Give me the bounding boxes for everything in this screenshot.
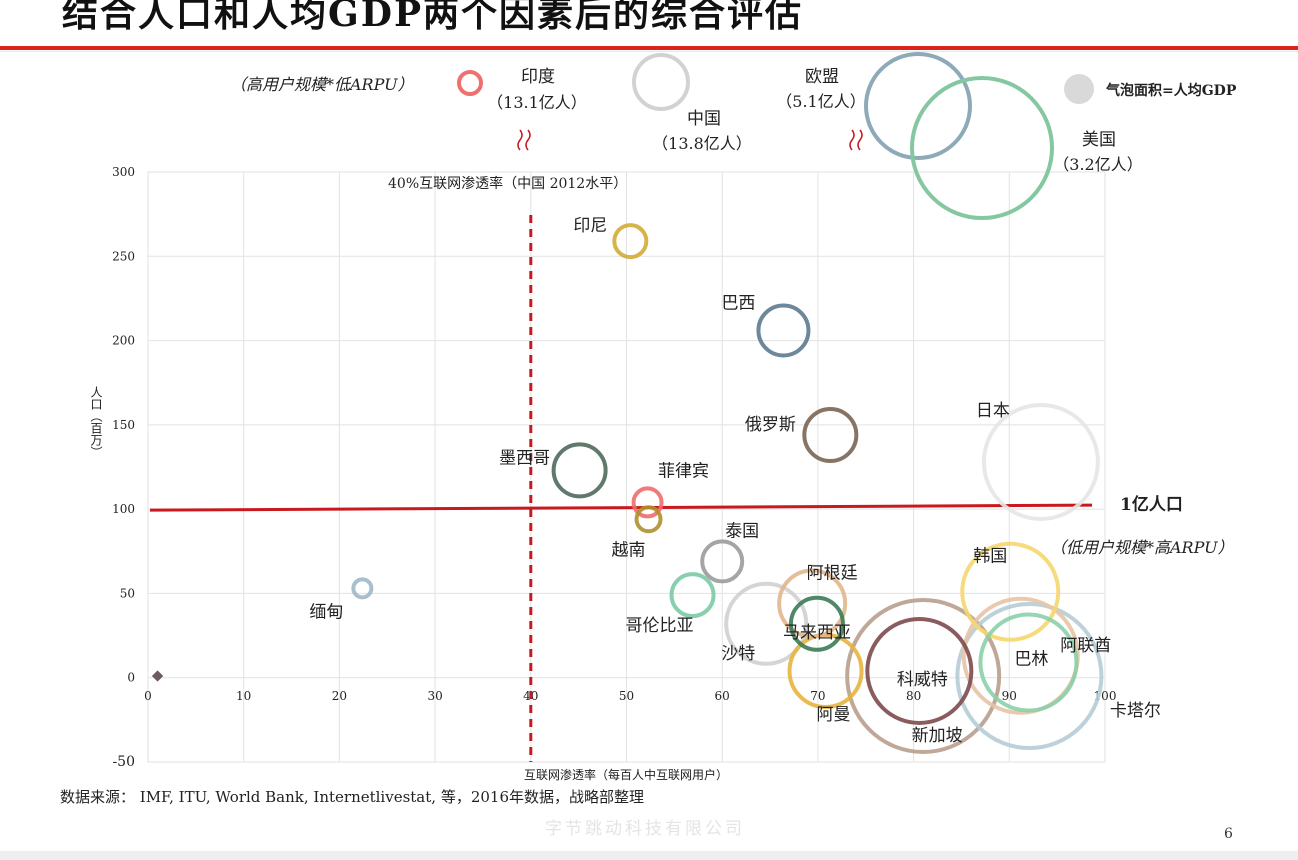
slide-title: 结合人口和人均GDP两个因素后的综合评估 <box>62 0 804 35</box>
bubble-缅甸 <box>351 577 374 600</box>
off-chart-population: （5.1亿人） <box>776 92 865 111</box>
bubble-label-日本: 日本 <box>976 401 1010 421</box>
x-tick-label: 90 <box>1002 689 1017 703</box>
axis-break-mark <box>857 129 863 151</box>
bubble-科威特 <box>865 616 974 725</box>
bubble-label-马来西亚: 马来西亚 <box>783 623 851 643</box>
watermark: 字节跳动科技有限公司 <box>545 819 745 839</box>
bubble-label-阿根廷: 阿根廷 <box>807 564 858 584</box>
y-tick-label: -50 <box>112 754 135 770</box>
x-tick-label: 0 <box>144 689 152 703</box>
off-chart-name: 印度 <box>521 67 555 87</box>
quadrant-label-top-left: （高用户规模*低ARPU） <box>230 75 414 94</box>
axis-break-mark <box>849 129 855 151</box>
y-tick-label: 200 <box>112 334 135 348</box>
bubble-label-科威特: 科威特 <box>897 670 948 690</box>
bubble-label-沙特: 沙特 <box>721 644 755 664</box>
y-tick-label: 100 <box>112 502 135 516</box>
bottom-bar <box>0 851 1298 860</box>
x-tick-label: 60 <box>715 689 730 703</box>
off-chart-name: 欧盟 <box>805 67 839 87</box>
page-number: 6 <box>1224 826 1233 842</box>
bubble-label-墨西哥: 墨西哥 <box>499 448 550 468</box>
bubble-越南 <box>634 505 663 534</box>
off-chart-bubble <box>632 53 690 111</box>
off-chart-name: 美国 <box>1082 130 1116 150</box>
x-tick-label: 50 <box>619 689 634 703</box>
bubble-label-泰国: 泰国 <box>725 521 759 541</box>
title-rule-shadow <box>0 51 1298 52</box>
off-chart-population: （13.1亿人） <box>487 93 587 112</box>
origin-marker <box>151 670 164 682</box>
bubble-label-俄罗斯: 俄罗斯 <box>745 415 796 435</box>
x-tick-label: 20 <box>332 689 347 703</box>
y-tick-label: 150 <box>112 418 135 432</box>
bubble-卡塔尔 <box>955 602 1104 751</box>
x-tick-label: 80 <box>906 689 921 703</box>
reference-line-100m <box>149 503 1093 512</box>
off-chart-population: （13.8亿人） <box>652 134 752 153</box>
y-tick-label: 50 <box>120 586 135 600</box>
off-chart-name: 中国 <box>687 109 721 129</box>
x-tick-label: 10 <box>236 689 251 703</box>
y-tick-label: 300 <box>112 165 135 179</box>
off-chart-bubble <box>864 52 972 160</box>
legend-swatch <box>1064 74 1094 104</box>
x-axis-title: 互联网渗透率（每百人中互联网用户） <box>524 767 728 782</box>
legend-label: 气泡面积=人均GDP <box>1105 82 1237 99</box>
off-chart-bubble <box>457 70 483 96</box>
reference-label-100m: 1亿人口 <box>1120 494 1183 515</box>
x-tick-label: 70 <box>810 689 825 703</box>
quadrant-label-bottom-right: （低用户规模*高ARPU） <box>1050 538 1234 557</box>
bubble-label-巴西: 巴西 <box>721 293 755 313</box>
x-tick-label: 30 <box>427 689 442 703</box>
bubble-俄罗斯 <box>802 406 859 463</box>
bubble-哥伦比亚 <box>669 572 716 619</box>
title-rule <box>0 46 1298 50</box>
bubble-label-菲律宾: 菲律宾 <box>658 461 709 481</box>
bubble-日本 <box>981 402 1100 521</box>
reference-label-40pct: 40%互联网渗透率（中国 2012水平） <box>388 175 627 192</box>
bubble-label-韩国: 韩国 <box>973 547 1007 567</box>
bubble-新加坡 <box>845 598 1002 755</box>
bubble-label-缅甸: 缅甸 <box>309 602 343 622</box>
y-axis-title: 人口（百万） <box>89 386 103 458</box>
bubble-label-巴林: 巴林 <box>1014 650 1048 670</box>
bubble-泰国 <box>700 539 745 584</box>
bubble-巴林 <box>978 612 1079 713</box>
bubble-印尼 <box>612 223 649 260</box>
bubble-label-印尼: 印尼 <box>573 216 607 236</box>
bubble-label-卡塔尔: 卡塔尔 <box>1110 701 1161 721</box>
bubble-韩国 <box>960 541 1061 642</box>
bubble-label-越南: 越南 <box>612 540 646 560</box>
bubble-马来西亚 <box>788 595 845 652</box>
off-chart-bubble <box>910 76 1054 220</box>
bubble-label-阿曼: 阿曼 <box>817 705 851 725</box>
bubble-菲律宾 <box>631 486 664 519</box>
bubble-label-哥伦比亚: 哥伦比亚 <box>626 616 694 636</box>
bubble-巴西 <box>756 303 811 358</box>
bubble-阿根廷 <box>777 568 848 639</box>
y-tick-label: 0 <box>127 671 135 685</box>
y-tick-label: 250 <box>112 249 135 263</box>
bubble-label-新加坡: 新加坡 <box>912 726 963 746</box>
data-source-note: 数据来源： IMF, ITU, World Bank, Internetlive… <box>60 788 644 806</box>
axis-break-mark <box>525 129 531 151</box>
off-chart-population: （3.2亿人） <box>1053 155 1142 174</box>
bubble-沙特 <box>724 581 809 666</box>
bubble-墨西哥 <box>551 442 608 499</box>
axis-break-mark <box>517 129 523 151</box>
bubble-label-阿联酋: 阿联酋 <box>1060 636 1111 656</box>
